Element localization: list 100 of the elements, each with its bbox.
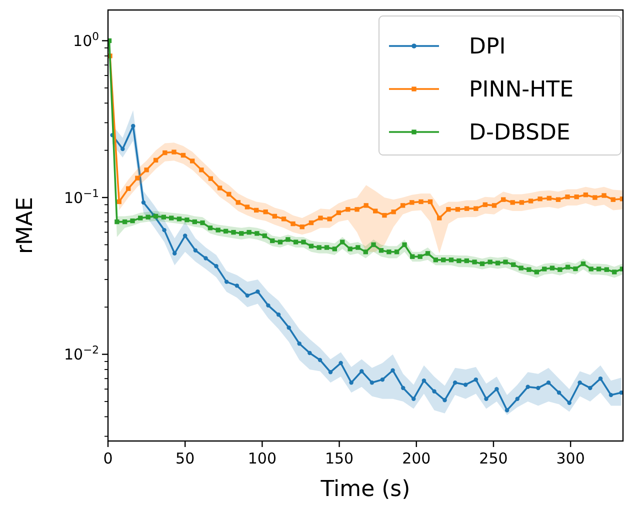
point <box>208 176 214 181</box>
point <box>432 389 436 394</box>
point <box>234 284 240 288</box>
point <box>567 400 572 405</box>
point <box>153 158 158 163</box>
point <box>308 220 314 226</box>
x-tick-label: 200 <box>402 450 431 468</box>
point <box>360 369 364 374</box>
point <box>327 216 332 222</box>
point <box>504 408 510 412</box>
point <box>482 202 488 208</box>
point <box>182 234 188 238</box>
point <box>199 168 204 172</box>
point <box>380 377 385 382</box>
point <box>583 192 588 198</box>
point <box>214 264 218 268</box>
point <box>422 378 426 383</box>
x-tick-label: 250 <box>479 450 508 468</box>
point <box>300 224 304 230</box>
point <box>452 380 458 385</box>
point <box>455 207 460 212</box>
point <box>400 203 406 208</box>
point <box>578 380 582 385</box>
point <box>608 392 614 398</box>
point <box>162 150 168 156</box>
point <box>546 196 552 201</box>
point <box>318 358 322 362</box>
point <box>297 342 302 346</box>
point <box>484 396 488 401</box>
point <box>226 192 232 197</box>
point <box>437 216 442 220</box>
legend-label: PINN-HTE <box>469 78 574 103</box>
point <box>428 199 433 204</box>
point <box>254 208 259 213</box>
point <box>463 382 468 387</box>
legend-label: DPI <box>469 34 506 60</box>
point <box>610 197 616 202</box>
point <box>546 380 551 385</box>
point <box>190 158 195 164</box>
point <box>536 386 540 390</box>
point <box>162 228 166 232</box>
point <box>538 196 542 202</box>
x-tick-label: 50 <box>176 450 195 468</box>
point <box>556 197 561 202</box>
x-tick-label: 0 <box>103 450 113 468</box>
point <box>556 390 562 395</box>
point <box>494 386 499 392</box>
point <box>217 186 222 190</box>
point <box>526 384 530 389</box>
point <box>180 152 186 158</box>
y-tick-label: 10$^{−1}$ <box>64 186 99 207</box>
point <box>510 200 515 205</box>
point <box>338 360 343 366</box>
point <box>382 212 387 218</box>
point <box>474 206 478 211</box>
point <box>588 386 592 390</box>
x-tick-label: 150 <box>324 450 354 468</box>
point <box>328 370 333 374</box>
point <box>256 290 260 294</box>
legend-label: D-DBSDE <box>469 120 570 146</box>
point <box>519 200 524 205</box>
point <box>193 248 198 252</box>
point <box>245 293 250 298</box>
point <box>135 176 140 180</box>
point <box>172 251 177 256</box>
point <box>236 200 240 205</box>
point <box>565 194 570 200</box>
x-tick-label: 300 <box>556 450 585 468</box>
point <box>391 210 396 214</box>
point <box>598 376 603 381</box>
point <box>116 199 122 204</box>
point <box>286 326 291 330</box>
point <box>464 206 470 211</box>
point <box>574 194 579 200</box>
x-tick-label: 100 <box>248 450 277 468</box>
point <box>204 256 208 260</box>
point <box>263 210 268 214</box>
point <box>224 280 229 284</box>
point <box>410 200 414 205</box>
point <box>492 203 497 208</box>
point <box>474 377 478 382</box>
point <box>592 195 598 200</box>
point <box>126 186 131 191</box>
point <box>272 214 278 219</box>
point <box>446 207 451 212</box>
point <box>308 350 312 356</box>
point <box>346 207 350 212</box>
point <box>290 221 296 226</box>
x-axis-title: Time (s) <box>320 477 410 502</box>
point <box>281 216 286 222</box>
point <box>442 398 447 402</box>
point <box>501 197 506 202</box>
point <box>354 207 360 212</box>
point <box>244 204 250 210</box>
point <box>266 303 270 308</box>
point <box>390 368 395 372</box>
point <box>318 216 323 220</box>
y-tick-label: 10$^{−2}$ <box>64 343 99 364</box>
point <box>172 150 176 154</box>
point <box>602 193 606 198</box>
